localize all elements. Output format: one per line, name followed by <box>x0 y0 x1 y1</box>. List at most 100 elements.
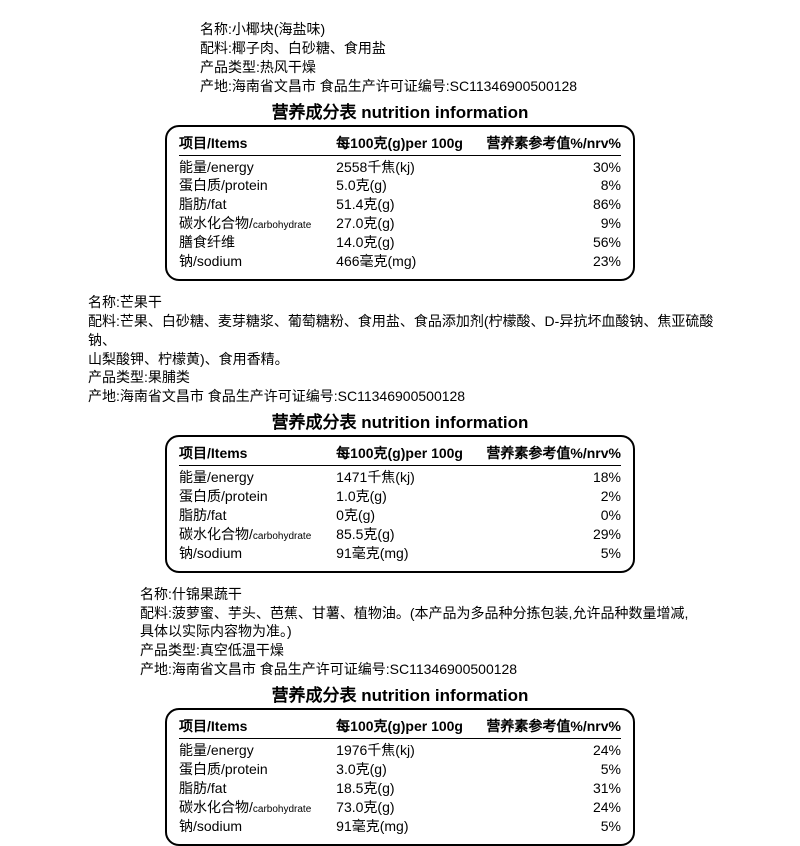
table-cell-nrv: 24% <box>483 798 621 817</box>
info-line: 产品类型:果脯类 <box>88 368 740 387</box>
table-cell-value: 2558千焦(kj) <box>336 158 483 177</box>
table-row: 能量/energy1976千焦(kj)24% <box>179 741 621 760</box>
product-block-1: 名称:芒果干配料:芒果、白砂糖、麦芽糖浆、葡萄糖粉、食用盐、食品添加剂(柠檬酸、… <box>60 293 740 573</box>
table-cell-item: 蛋白质/protein <box>179 760 336 779</box>
info-line: 产地:海南省文昌市 食品生产许可证编号:SC11346900500128 <box>88 387 740 406</box>
table-cell-item: 脂肪/fat <box>179 779 336 798</box>
table-row: 脂肪/fat18.5克(g)31% <box>179 779 621 798</box>
info-line: 产品类型:热风干燥 <box>200 58 740 77</box>
table-header-row: 项目/Items每100克(g)per 100g营养素参考值%/nrv% <box>179 133 621 156</box>
info-line: 配料:椰子肉、白砂糖、食用盐 <box>200 39 740 58</box>
table-row: 能量/energy2558千焦(kj)30% <box>179 158 621 177</box>
table-cell-item: 碳水化合物/carbohydrate <box>179 798 336 817</box>
table-cell-value: 1471千焦(kj) <box>336 468 483 487</box>
table-cell-value: 91毫克(mg) <box>336 544 483 563</box>
table-cell-value: 1.0克(g) <box>336 487 483 506</box>
table-cell-value: 27.0克(g) <box>336 214 483 233</box>
table-row: 碳水化合物/carbohydrate85.5克(g)29% <box>179 525 621 544</box>
table-cell-nrv: 5% <box>483 817 621 836</box>
nutrition-table: 项目/Items每100克(g)per 100g营养素参考值%/nrv% 能量/e… <box>165 708 635 845</box>
table-cell-value: 466毫克(mg) <box>336 252 483 271</box>
info-line: 名称:什锦果蔬干 <box>140 585 740 604</box>
table-cell-item: 能量/energy <box>179 741 336 760</box>
table-header-cell: 每100克(g)per 100g <box>336 133 483 153</box>
table-cell-value: 51.4克(g) <box>336 195 483 214</box>
table-row: 膳食纤维14.0克(g)56% <box>179 233 621 252</box>
table-row: 钠/sodium91毫克(mg)5% <box>179 544 621 563</box>
table-header-cell: 项目/Items <box>179 716 336 736</box>
table-cell-item: 脂肪/fat <box>179 506 336 525</box>
table-cell-nrv: 5% <box>483 544 621 563</box>
table-cell-nrv: 2% <box>483 487 621 506</box>
table-cell-nrv: 29% <box>483 525 621 544</box>
table-cell-nrv: 5% <box>483 760 621 779</box>
table-cell-nrv: 0% <box>483 506 621 525</box>
table-cell-item: 脂肪/fat <box>179 195 336 214</box>
table-cell-item: 能量/energy <box>179 158 336 177</box>
product-info: 名称:小椰块(海盐味)配料:椰子肉、白砂糖、食用盐产品类型:热风干燥产地:海南省… <box>200 20 740 96</box>
product-block-2: 名称:什锦果蔬干配料:菠萝蜜、芋头、芭蕉、甘薯、植物油。(本产品为多品种分拣包装… <box>60 585 740 846</box>
info-line: 具体以实际内容物为准。) <box>140 622 740 641</box>
info-line: 名称:芒果干 <box>88 293 740 312</box>
info-line: 产品类型:真空低温干燥 <box>140 641 740 660</box>
info-line: 配料:菠萝蜜、芋头、芭蕉、甘薯、植物油。(本产品为多品种分拣包装,允许品种数量增… <box>140 604 740 623</box>
table-header-cell: 每100克(g)per 100g <box>336 443 483 463</box>
table-cell-nrv: 23% <box>483 252 621 271</box>
table-cell-item: 钠/sodium <box>179 544 336 563</box>
table-row: 脂肪/fat0克(g)0% <box>179 506 621 525</box>
table-row: 碳水化合物/carbohydrate27.0克(g)9% <box>179 214 621 233</box>
table-cell-value: 91毫克(mg) <box>336 817 483 836</box>
table-header-row: 项目/Items每100克(g)per 100g营养素参考值%/nrv% <box>179 443 621 466</box>
table-row: 蛋白质/protein5.0克(g)8% <box>179 176 621 195</box>
table-header-cell: 营养素参考值%/nrv% <box>483 716 621 736</box>
table-cell-nrv: 24% <box>483 741 621 760</box>
table-cell-value: 18.5克(g) <box>336 779 483 798</box>
table-header-cell: 项目/Items <box>179 133 336 153</box>
table-cell-value: 14.0克(g) <box>336 233 483 252</box>
table-row: 碳水化合物/carbohydrate73.0克(g)24% <box>179 798 621 817</box>
table-row: 能量/energy1471千焦(kj)18% <box>179 468 621 487</box>
table-cell-value: 1976千焦(kj) <box>336 741 483 760</box>
table-cell-value: 73.0克(g) <box>336 798 483 817</box>
table-cell-item: 钠/sodium <box>179 817 336 836</box>
table-row: 蛋白质/protein3.0克(g)5% <box>179 760 621 779</box>
table-cell-item: 蛋白质/protein <box>179 176 336 195</box>
info-line: 产地:海南省文昌市 食品生产许可证编号:SC11346900500128 <box>200 77 740 96</box>
product-info: 名称:什锦果蔬干配料:菠萝蜜、芋头、芭蕉、甘薯、植物油。(本产品为多品种分拣包装… <box>140 585 740 679</box>
nutrition-table-title: 营养成分表 nutrition information <box>60 681 740 706</box>
table-cell-nrv: 9% <box>483 214 621 233</box>
table-header-cell: 每100克(g)per 100g <box>336 716 483 736</box>
product-block-0: 名称:小椰块(海盐味)配料:椰子肉、白砂糖、食用盐产品类型:热风干燥产地:海南省… <box>60 20 740 281</box>
nutrition-table: 项目/Items每100克(g)per 100g营养素参考值%/nrv% 能量/e… <box>165 125 635 281</box>
table-cell-item: 碳水化合物/carbohydrate <box>179 525 336 544</box>
table-cell-item: 碳水化合物/carbohydrate <box>179 214 336 233</box>
table-cell-nrv: 86% <box>483 195 621 214</box>
table-cell-nrv: 18% <box>483 468 621 487</box>
info-line: 山梨酸钾、柠檬黄)、食用香精。 <box>88 350 740 369</box>
table-cell-nrv: 30% <box>483 158 621 177</box>
table-cell-item: 蛋白质/protein <box>179 487 336 506</box>
table-row: 钠/sodium91毫克(mg)5% <box>179 817 621 836</box>
table-cell-item: 能量/energy <box>179 468 336 487</box>
table-cell-item: 膳食纤维 <box>179 233 336 252</box>
table-cell-nrv: 56% <box>483 233 621 252</box>
nutrition-table-title: 营养成分表 nutrition information <box>60 408 740 433</box>
table-header-cell: 营养素参考值%/nrv% <box>483 133 621 153</box>
table-row: 钠/sodium466毫克(mg)23% <box>179 252 621 271</box>
table-cell-nrv: 31% <box>483 779 621 798</box>
table-cell-value: 85.5克(g) <box>336 525 483 544</box>
table-cell-value: 3.0克(g) <box>336 760 483 779</box>
table-cell-value: 0克(g) <box>336 506 483 525</box>
table-cell-value: 5.0克(g) <box>336 176 483 195</box>
document-root: 名称:小椰块(海盐味)配料:椰子肉、白砂糖、食用盐产品类型:热风干燥产地:海南省… <box>60 20 740 846</box>
table-header-cell: 项目/Items <box>179 443 336 463</box>
nutrition-table: 项目/Items每100克(g)per 100g营养素参考值%/nrv% 能量/e… <box>165 435 635 572</box>
table-header-cell: 营养素参考值%/nrv% <box>483 443 621 463</box>
product-info: 名称:芒果干配料:芒果、白砂糖、麦芽糖浆、葡萄糖粉、食用盐、食品添加剂(柠檬酸、… <box>88 293 740 406</box>
table-header-row: 项目/Items每100克(g)per 100g营养素参考值%/nrv% <box>179 716 621 739</box>
table-row: 蛋白质/protein1.0克(g)2% <box>179 487 621 506</box>
info-line: 配料:芒果、白砂糖、麦芽糖浆、葡萄糖粉、食用盐、食品添加剂(柠檬酸、D-异抗坏血… <box>88 312 740 350</box>
info-line: 产地:海南省文昌市 食品生产许可证编号:SC11346900500128 <box>140 660 740 679</box>
table-row: 脂肪/fat51.4克(g)86% <box>179 195 621 214</box>
info-line: 名称:小椰块(海盐味) <box>200 20 740 39</box>
